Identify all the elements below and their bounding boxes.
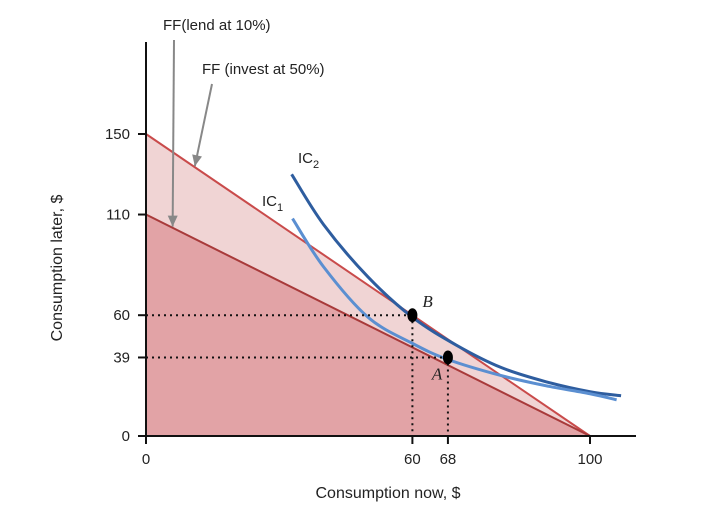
annotation-arrow-line-1	[171, 39, 175, 227]
point-label-a: A	[431, 364, 443, 383]
annotation-label-2: FF (invest at 50%)	[202, 61, 325, 78]
dotted-guides	[146, 314, 449, 436]
y-tick-label-110: 110	[106, 207, 130, 224]
ic-label-1-subscript: 1	[277, 202, 283, 214]
y-axis-ticks: 0 39 60 110 150	[105, 126, 146, 445]
point-b	[407, 308, 418, 323]
annotation-label-1: FF(lend at 10%)	[163, 17, 271, 34]
ic-label-1: IC1	[262, 193, 283, 214]
y-tick-label-39: 39	[113, 349, 130, 366]
x-tick-label-100: 100	[577, 451, 602, 468]
ic-label-2: IC2	[298, 150, 319, 171]
x-tick-label-68: 68	[440, 451, 457, 468]
y-tick-label-0: 0	[122, 428, 130, 445]
point-a	[442, 350, 453, 365]
y-tick-label-60: 60	[113, 307, 130, 324]
equilibrium-points: BA	[407, 292, 453, 383]
x-tick-label-60: 60	[404, 451, 421, 468]
y-tick-label-150: 150	[105, 126, 130, 143]
x-axis-label: Consumption now, $	[316, 485, 461, 502]
x-tick-label-0: 0	[142, 451, 150, 468]
annotations: FF(lend at 10%) FF (invest at 50%)	[163, 17, 325, 227]
annotation-arrow-head-2	[192, 154, 202, 167]
ff-invest-line	[145, 133, 591, 437]
ff-lend-line	[145, 213, 591, 437]
ic2-curve	[290, 173, 622, 398]
x-axis-ticks: 0 60 68 100	[142, 436, 603, 468]
annotation-arrow-line-2	[193, 83, 213, 167]
point-label-b: B	[422, 292, 433, 311]
ic-label-2-subscript: 2	[313, 159, 319, 171]
axes	[142, 42, 636, 437]
annotation-arrow-head-1	[167, 215, 178, 227]
y-axis-label: Consumption later, $	[49, 195, 66, 342]
